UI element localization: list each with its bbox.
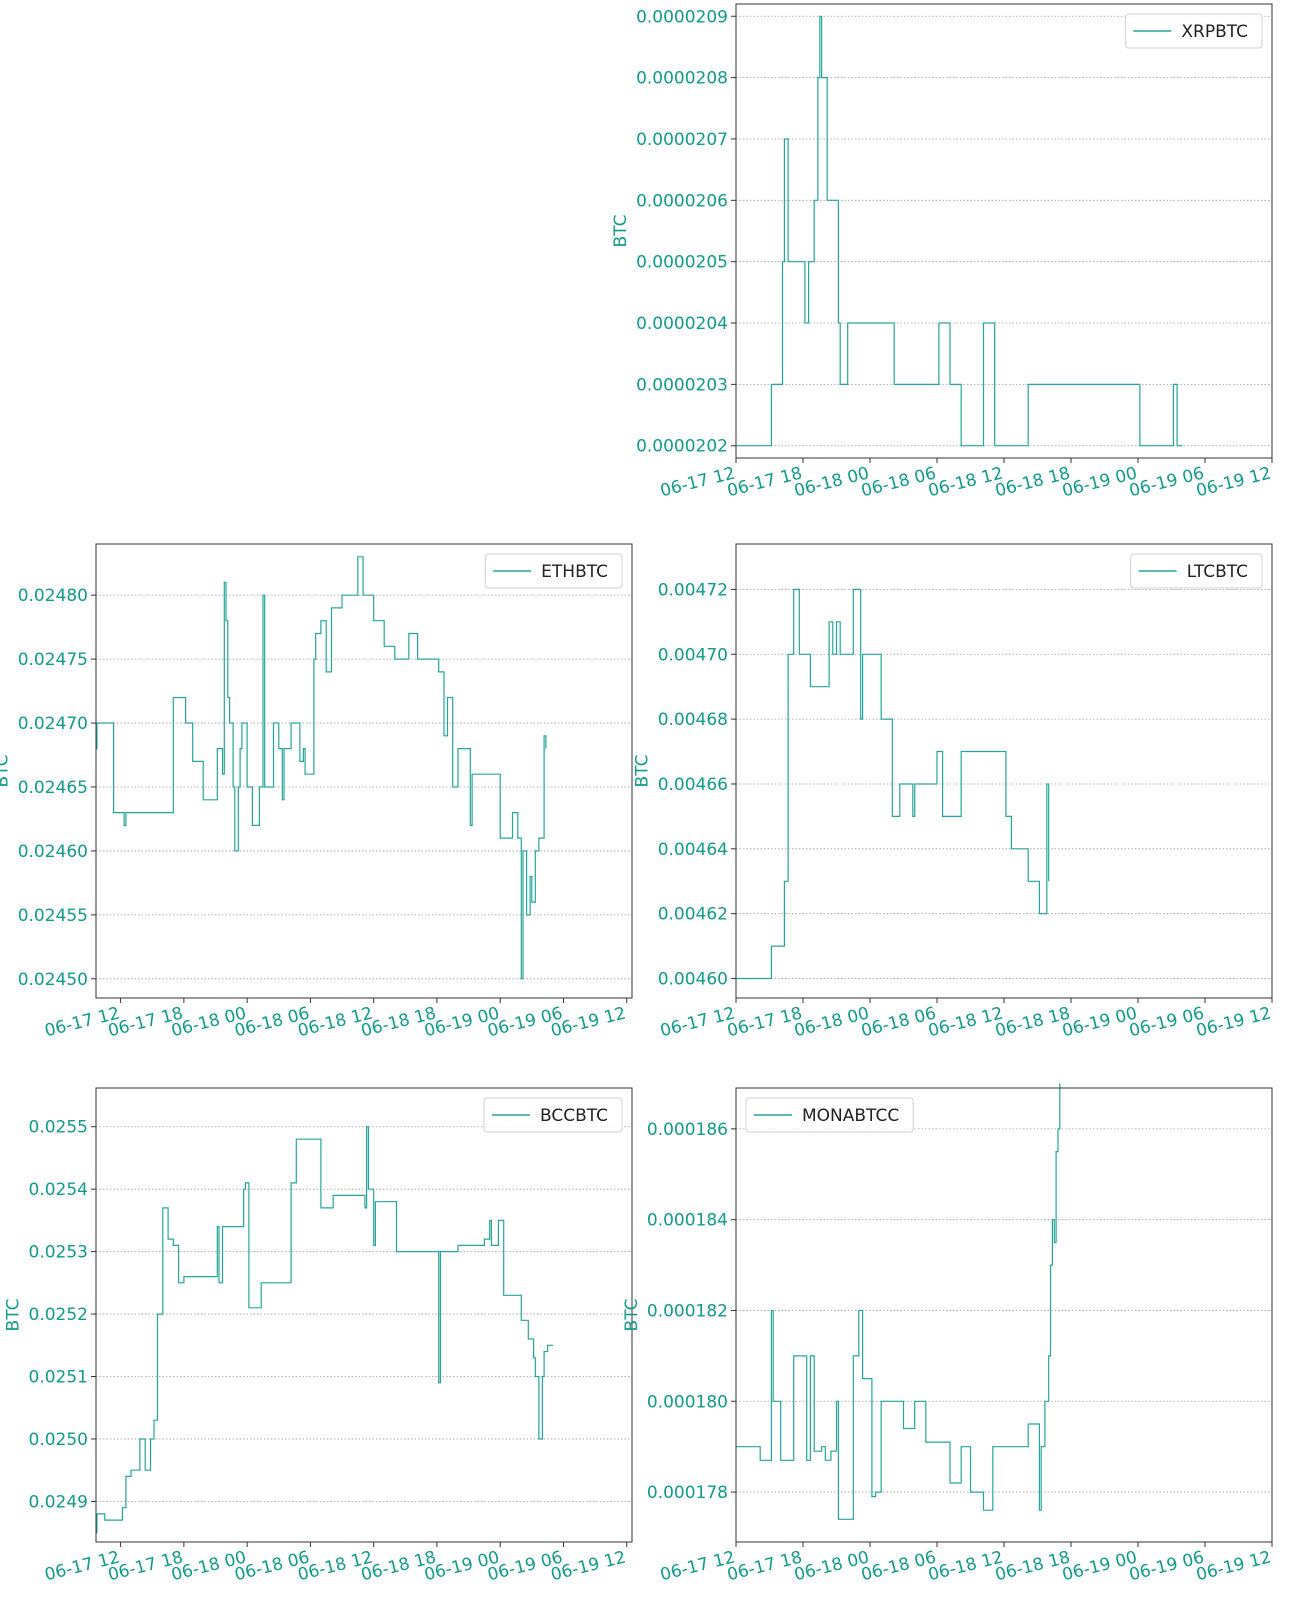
chart-2-x-tick-label: 06-19 12 [1194, 1003, 1273, 1041]
chart-3-y-tick-label: 0.0254 [29, 1180, 88, 1200]
chart-2-legend: LTCBTC [1130, 553, 1263, 589]
chart-3-plot-frame [95, 1087, 633, 1543]
chart-0-y-tick-label: 0.0000204 [636, 314, 728, 334]
chart-0-y-axis-label: BTC [611, 215, 631, 248]
chart-2-y-tick-label: 0.00468 [658, 710, 728, 730]
chart-4-legend: MONABTCC [745, 1097, 914, 1133]
chart-2-y-axis-label: BTC [633, 755, 653, 788]
chart-0-plot-frame [735, 3, 1273, 459]
chart-0-legend: XRPBTC [1124, 13, 1263, 49]
chart-1-legend-label: ETHBTC [541, 562, 608, 582]
chart-2-group: 0.00460 0.00462 0.00464 0.00466 0.00468 0.004… [633, 543, 1273, 1041]
chart-2-legend-box [1130, 553, 1263, 589]
chart-3-legend-box [483, 1097, 623, 1133]
chart-4-y-tick-label: 0.000186 [647, 1120, 728, 1140]
chart-2-y-tick-label: 0.00464 [658, 840, 728, 860]
chart-2-y-tick-label: 0.00460 [658, 970, 728, 990]
chart-1-legend-box [484, 553, 623, 589]
chart-4-y-tick-label: 0.000182 [647, 1301, 728, 1321]
chart-4-y-axis-label: BTC [622, 1299, 642, 1332]
chart-1-group: 0.02450 0.02455 0.02460 0.02465 0.02470 0.024… [0, 543, 633, 1041]
chart-1-y-tick-label: 0.02450 [18, 970, 88, 990]
chart-2-y-tick-label: 0.00472 [658, 580, 728, 600]
chart-2-y-tick-label: 0.00462 [658, 905, 728, 925]
chart-1-y-tick-label: 0.02465 [18, 778, 88, 798]
chart-0-y-tick-label: 0.0000205 [636, 253, 728, 273]
chart-0-legend-label: XRPBTC [1181, 22, 1248, 42]
chart-3-series-line [96, 1126, 553, 1534]
chart-3-y-tick-label: 0.0255 [29, 1118, 88, 1138]
chart-4-y-tick-label: 0.000180 [647, 1392, 728, 1412]
chart-3-legend: BCCBTC [483, 1097, 623, 1133]
chart-1-y-axis-label: BTC [0, 755, 13, 788]
chart-0-y-tick-label: 0.0000207 [636, 130, 728, 150]
chart-3-group: 0.0249 0.0250 0.0251 0.0252 0.0253 0.0254 0.02… [4, 1087, 633, 1585]
chart-1-series-line [96, 556, 547, 980]
chart-4-y-tick-label: 0.000184 [647, 1211, 728, 1231]
chart-1-y-tick-label: 0.02475 [18, 650, 88, 670]
chart-2-legend-label: LTCBTC [1187, 562, 1248, 582]
chart-4-group: 0.000178 0.000180 0.000182 0.000184 0.000186… [622, 1083, 1273, 1585]
chart-3-y-tick-label: 0.0251 [29, 1368, 88, 1388]
chart-1-y-tick-label: 0.02480 [18, 586, 88, 606]
chart-4-legend-box [745, 1097, 914, 1133]
chart-0-y-tick-label: 0.0000209 [636, 7, 728, 27]
chart-2-y-tick-label: 0.00470 [658, 645, 728, 665]
chart-0-y-tick-label: 0.0000203 [636, 375, 728, 395]
chart-1-y-tick-label: 0.02470 [18, 714, 88, 734]
chart-0-series-line [736, 15, 1183, 447]
chart-0-x-tick-label: 06-19 12 [1194, 463, 1273, 501]
chart-3-y-tick-label: 0.0252 [29, 1305, 88, 1325]
chart-0-y-tick-label: 0.0000202 [636, 437, 728, 457]
chart-2-plot-frame [735, 543, 1273, 999]
chart-4-plot-frame [735, 1087, 1273, 1543]
chart-1-y-tick-label: 0.02455 [18, 906, 88, 926]
chart-1-legend: ETHBTC [484, 553, 623, 589]
chart-0-y-tick-label: 0.0000208 [636, 69, 728, 89]
chart-4-legend-label: MONABTCC [802, 1106, 899, 1126]
chart-3-y-axis-label: BTC [4, 1299, 24, 1332]
chart-4-x-tick-label: 06-19 12 [1194, 1547, 1273, 1585]
chart-1-y-tick-label: 0.02460 [18, 842, 88, 862]
chart-0-y-tick-label: 0.0000206 [636, 191, 728, 211]
chart-3-y-tick-label: 0.0249 [29, 1492, 88, 1512]
chart-3-legend-label: BCCBTC [540, 1106, 608, 1126]
chart-2-series-line [736, 588, 1050, 980]
chart-2-y-tick-label: 0.00466 [658, 775, 728, 795]
chart-3-y-tick-label: 0.0250 [29, 1430, 88, 1450]
chart-0-legend-box [1124, 13, 1263, 49]
chart-4-series-line [736, 1083, 1061, 1520]
chart-4-y-tick-label: 0.000178 [647, 1483, 728, 1503]
chart-1-plot-frame [95, 543, 633, 999]
chart-0-group: 0.0000202 0.0000203 0.0000204 0.0000205 0.00… [611, 3, 1273, 501]
chart-3-y-tick-label: 0.0253 [29, 1243, 88, 1263]
